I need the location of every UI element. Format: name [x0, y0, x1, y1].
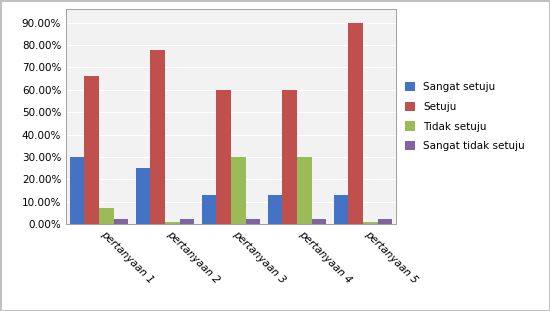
Bar: [136, 168, 150, 224]
Legend: Sangat setuju, Setuju, Tidak setuju, Sangat tidak setuju: Sangat setuju, Setuju, Tidak setuju, San…: [404, 82, 525, 151]
Bar: [268, 195, 282, 224]
Bar: [282, 90, 297, 224]
Bar: [70, 157, 84, 224]
Bar: [202, 195, 216, 224]
Bar: [363, 222, 378, 224]
Bar: [150, 49, 165, 224]
Bar: [180, 220, 194, 224]
Bar: [84, 77, 99, 224]
Bar: [165, 222, 180, 224]
Bar: [231, 157, 246, 224]
Bar: [334, 195, 348, 224]
Bar: [99, 208, 114, 224]
Bar: [378, 220, 392, 224]
Bar: [348, 23, 363, 224]
Bar: [114, 220, 128, 224]
Bar: [297, 157, 312, 224]
Bar: [216, 90, 231, 224]
Bar: [312, 220, 326, 224]
Bar: [246, 220, 260, 224]
